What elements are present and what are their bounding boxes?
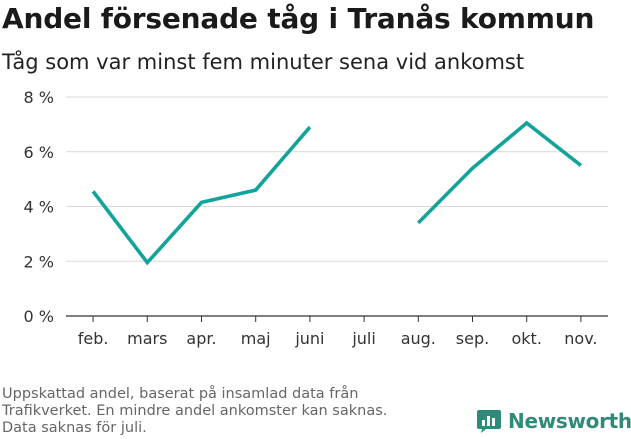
- x-tick-label: juli: [351, 329, 375, 348]
- x-tick-label: okt.: [511, 329, 541, 348]
- footnote: Uppskattad andel, baserat på insamlad da…: [2, 386, 432, 437]
- x-tick-label: juni: [294, 329, 324, 348]
- y-tick-label: 8 %: [24, 88, 54, 107]
- series-line-segment: [91, 125, 312, 266]
- chart-title: Andel försenade tåg i Tranås kommun: [2, 2, 595, 35]
- y-tick-label: 4 %: [24, 198, 54, 217]
- y-tick-label: 6 %: [24, 143, 54, 162]
- x-tick-label: sep.: [456, 329, 489, 348]
- x-tick-label: apr.: [186, 329, 216, 348]
- y-axis-ticks: 0 % 2 % 4 % 6 % 8 %: [24, 88, 54, 326]
- series-lines: [91, 120, 583, 266]
- newsworthy-chart-icon: [477, 410, 501, 433]
- footnote-line-3: Data saknas för juli.: [2, 420, 147, 436]
- x-tick-label: maj: [241, 329, 271, 348]
- logo-text: Newsworthy: [508, 409, 631, 433]
- x-tick-label: feb.: [78, 329, 109, 348]
- newsworthy-logo: Newsworthy: [476, 408, 631, 434]
- gridlines: [66, 96, 608, 317]
- x-tick-label: nov.: [564, 329, 597, 348]
- footnote-line-1: Uppskattad andel, baserat på insamlad da…: [2, 386, 359, 402]
- x-tick-label: aug.: [401, 329, 436, 348]
- series-line-segment: [417, 120, 583, 225]
- footnote-line-2: Trafikverket. En mindre andel ankomster …: [2, 403, 388, 419]
- chart-subtitle: Tåg som var minst fem minuter sena vid a…: [2, 50, 525, 74]
- line-chart: 0 % 2 % 4 % 6 % 8 % feb. mars apr. maj juni juli a…: [24, 88, 608, 348]
- x-tick-label: mars: [127, 329, 167, 348]
- x-axis-ticks: feb. mars apr. maj juni juli aug. sep. okt. nov.: [78, 316, 598, 348]
- y-tick-label: 2 %: [24, 252, 54, 271]
- y-tick-label: 0 %: [24, 307, 54, 326]
